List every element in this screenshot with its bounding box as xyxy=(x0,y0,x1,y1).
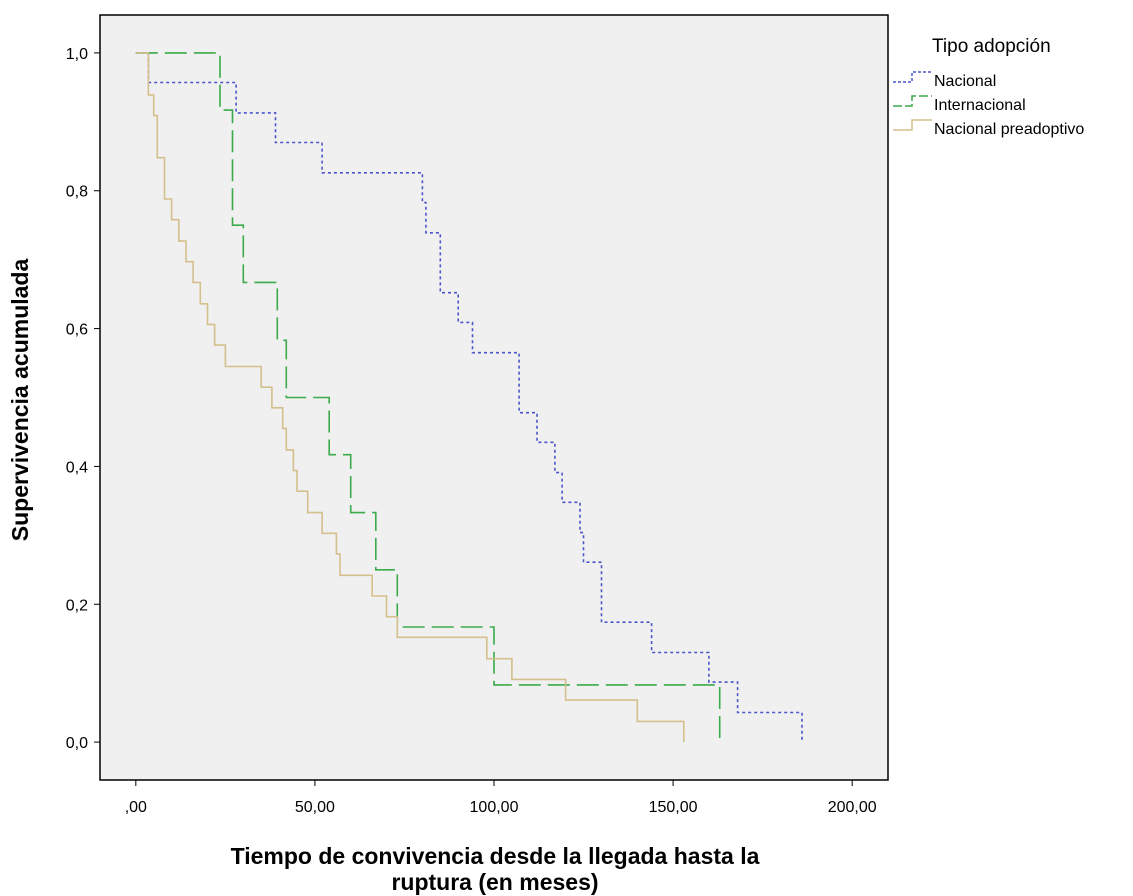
legend-items: Nacional Internacional Nacional preadoptiv… xyxy=(893,71,1084,138)
y-tick-label: 0,2 xyxy=(66,597,88,614)
legend-label: Nacional xyxy=(934,73,996,90)
x-axis-title-line2: ruptura (en meses) xyxy=(391,869,598,895)
x-tick-label: 150,00 xyxy=(649,799,698,816)
legend: Tipo adopción NacionalInternacionalNacio… xyxy=(893,36,1084,138)
x-tick-label: ,00 xyxy=(125,799,147,816)
x-axis-title-line1: Tiempo de convivencia desde la llegada h… xyxy=(231,843,760,869)
legend-label: Nacional preadoptivo xyxy=(934,121,1084,138)
x-tick-label: 100,00 xyxy=(470,799,519,816)
survival-curves xyxy=(135,52,803,743)
x-tick-label: 200,00 xyxy=(828,799,877,816)
legend-title: Tipo adopción xyxy=(932,36,1051,57)
y-axis-ticks: 0,0 0,2 0,4 0,6 0,8 1,0 xyxy=(66,46,100,752)
x-axis-ticks: ,00 50,00 100,00 150,00 200,00 xyxy=(125,780,877,816)
series-line-nacional-preadoptivo xyxy=(135,52,685,743)
legend-label: Internacional xyxy=(934,97,1026,114)
series-line-internacional xyxy=(135,52,721,743)
legend-swatch xyxy=(893,119,932,131)
y-axis-title: Supervivencia acumulada xyxy=(7,259,33,542)
legend-swatch xyxy=(893,71,932,83)
y-tick-label: 0,6 xyxy=(66,322,88,339)
legend-swatch xyxy=(893,95,932,107)
y-tick-label: 1,0 xyxy=(66,46,88,63)
y-tick-label: 0,0 xyxy=(66,735,88,752)
series-line-nacional xyxy=(135,52,803,743)
y-tick-label: 0,4 xyxy=(66,459,88,476)
y-tick-label: 0,8 xyxy=(66,184,88,201)
x-tick-label: 50,00 xyxy=(295,799,335,816)
